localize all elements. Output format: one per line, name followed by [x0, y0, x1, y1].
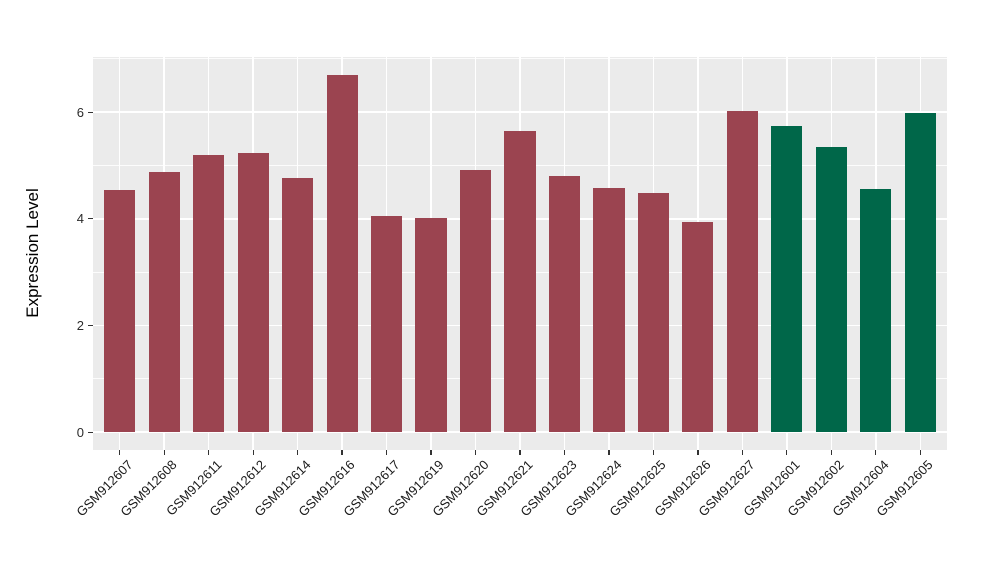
x-axis-tick — [519, 450, 521, 455]
x-axis-tick — [474, 450, 477, 455]
x-axis-tick — [875, 450, 877, 455]
x-axis-tick — [652, 450, 655, 455]
bar — [415, 218, 447, 433]
x-axis-tick — [341, 450, 343, 455]
plot-panel — [93, 57, 947, 450]
bar — [682, 221, 714, 433]
bar — [326, 74, 358, 433]
bar — [904, 113, 936, 433]
bar — [637, 193, 669, 433]
bar — [104, 190, 136, 433]
x-axis-tick — [697, 450, 699, 455]
bar — [193, 154, 225, 433]
y-axis-tick-label: 2 — [76, 317, 84, 333]
y-axis-tick-label: 6 — [76, 104, 84, 120]
bar — [459, 170, 492, 433]
y-axis-tick-label: 0 — [76, 424, 84, 440]
x-axis-tick — [208, 450, 210, 455]
bar — [771, 126, 803, 433]
x-axis-tick — [430, 450, 432, 455]
y-axis-tick — [88, 431, 93, 433]
y-axis-tick — [88, 324, 93, 327]
x-axis-tick — [385, 450, 388, 455]
x-axis-tick — [163, 450, 165, 455]
bar — [815, 147, 847, 433]
bar — [548, 176, 581, 433]
x-axis-tick — [252, 450, 254, 455]
bar — [593, 187, 625, 433]
y-axis-tick-label: 4 — [76, 211, 84, 227]
y-axis-title: Expression Level — [23, 188, 42, 318]
bar — [237, 153, 269, 433]
x-axis-tick — [608, 450, 610, 455]
x-axis-tick — [830, 450, 832, 455]
bar — [504, 131, 536, 433]
bar — [370, 216, 403, 433]
x-axis-tick — [119, 450, 121, 455]
x-axis-tick — [563, 450, 566, 455]
x-axis-tick — [741, 450, 743, 455]
x-axis-tick — [786, 450, 788, 455]
bar — [726, 111, 758, 433]
bar — [148, 172, 180, 433]
bar — [282, 178, 314, 433]
x-axis-tick — [297, 450, 299, 455]
y-axis-tick — [88, 111, 93, 113]
x-axis-tick — [919, 450, 921, 455]
bar — [860, 188, 892, 433]
y-axis-tick — [88, 218, 93, 220]
